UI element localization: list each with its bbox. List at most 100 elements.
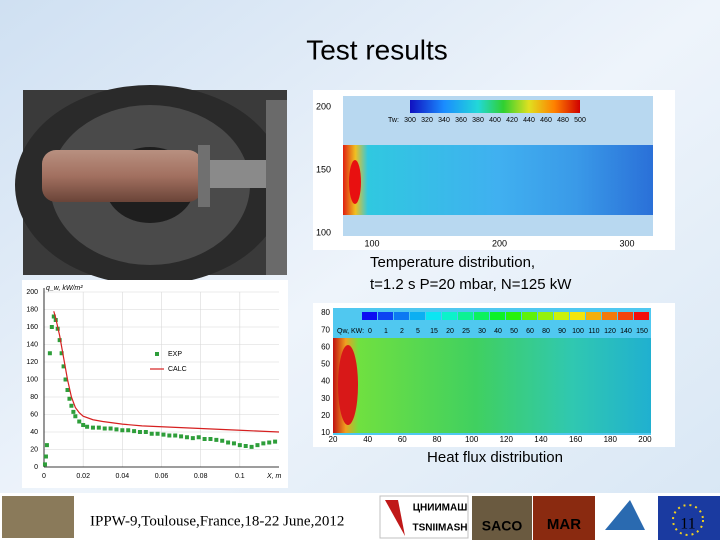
y-axis-label: q_w, kW/m² — [46, 285, 83, 292]
data-point — [71, 409, 76, 414]
scale-value: 400 — [489, 117, 501, 124]
data-point — [255, 443, 260, 448]
data-point — [96, 425, 101, 430]
data-point — [179, 434, 184, 439]
y-tick-label: 30 — [321, 394, 330, 403]
scale-value: 80 — [542, 328, 550, 335]
x-tick-label: 300 — [619, 238, 634, 248]
y-tick-label: 80 — [321, 308, 330, 317]
scale-swatch — [506, 312, 521, 320]
scale-value: 25 — [462, 328, 470, 335]
scale-swatch — [394, 312, 409, 320]
y-tick-label: 70 — [321, 325, 330, 334]
scale-value: 500 — [574, 117, 586, 124]
x-axis-label: X, m — [266, 473, 282, 480]
data-point — [243, 444, 248, 448]
chart-background — [22, 280, 288, 488]
data-point — [77, 419, 82, 424]
data-point — [108, 426, 113, 431]
scale-label: Qw, KW: — [337, 328, 364, 335]
temperature-caption-line: Temperature distribution, — [370, 254, 535, 271]
data-point — [47, 351, 52, 356]
scale-swatch — [554, 312, 569, 320]
logo-text: MAR — [547, 516, 581, 533]
data-point — [120, 428, 125, 433]
scale-label: Tw: — [388, 117, 399, 124]
scale-swatch — [410, 312, 425, 320]
y-tick-label: 80 — [30, 394, 38, 401]
data-point — [44, 443, 49, 448]
y-tick-label: 160 — [26, 324, 38, 331]
y-tick-label: 200 — [316, 101, 331, 111]
scale-value: 360 — [455, 117, 467, 124]
scale-value: 300 — [404, 117, 416, 124]
scale-swatch — [458, 312, 473, 320]
scale-swatch — [586, 312, 601, 320]
x-tick-label: 100 — [364, 238, 379, 248]
scale-value: 50 — [510, 328, 518, 335]
x-tick-label: 160 — [569, 435, 583, 444]
scale-value: 420 — [506, 117, 518, 124]
data-point — [273, 439, 278, 444]
data-point — [202, 437, 207, 441]
data-line — [53, 311, 280, 433]
temperature-map: Tw: 300 320 340 360 380 400 420 440 460 480 500 100 2… — [313, 90, 675, 250]
data-point — [42, 462, 47, 467]
scale-value: 5 — [416, 328, 420, 335]
data-point — [114, 427, 119, 432]
heat-flux-caption: Heat flux distribution — [427, 449, 563, 466]
left-logo — [2, 496, 74, 538]
y-tick-label: 50 — [321, 360, 330, 369]
heat-flux-map: 0 1 2 5 15 20 25 30 40 50 60 80 90 100 110 120 140 150Qw,… — [313, 303, 675, 447]
data-point — [167, 433, 172, 438]
data-point — [249, 444, 254, 449]
y-tick-label: 100 — [26, 376, 38, 383]
scale-value: 15 — [430, 328, 438, 335]
logo-mark — [385, 500, 405, 536]
data-point — [81, 423, 86, 427]
x-tick-label: 0.1 — [235, 473, 245, 480]
data-point — [137, 430, 142, 434]
data-point — [184, 435, 189, 440]
x-tick-label: 100 — [465, 435, 479, 444]
scale-value: 90 — [558, 328, 566, 335]
scale-value: 120 — [604, 328, 616, 335]
data-point — [57, 338, 62, 343]
y-tick-label: 200 — [26, 289, 38, 296]
data-point — [65, 388, 70, 392]
saco-logo — [472, 496, 532, 540]
scale-value: 440 — [523, 117, 535, 124]
data-point — [267, 440, 272, 445]
x-tick-label: 140 — [534, 435, 548, 444]
logo-mark — [605, 500, 645, 530]
data-point — [49, 325, 54, 329]
y-tick-label: 20 — [321, 411, 330, 420]
scale-value: 60 — [526, 328, 534, 335]
logo-text: SACO — [482, 518, 523, 534]
data-point — [63, 377, 68, 382]
x-tick-label: 20 — [329, 435, 338, 444]
x-tick-label: 200 — [638, 435, 652, 444]
scale-value: 2 — [400, 328, 404, 335]
eu-stars — [672, 504, 704, 536]
x-tick-label: 0.06 — [155, 473, 169, 480]
scale-swatch — [474, 312, 489, 320]
logo-text: ЦНИИМАШ — [413, 503, 468, 514]
x-tick-label: 0.08 — [194, 473, 208, 480]
data-point — [190, 436, 195, 441]
data-point — [231, 441, 236, 446]
data-point — [261, 441, 266, 446]
data-point — [43, 454, 48, 459]
temperature-caption-line: t=1.2 s P=20 mbar, N=125 kW — [370, 276, 572, 293]
y-tick-label: 60 — [321, 342, 330, 351]
legend-label: CALC — [168, 366, 187, 373]
page-number: 11 — [680, 516, 695, 533]
data-point — [59, 351, 64, 356]
scale-swatch — [378, 312, 393, 320]
slide-title: Test results — [306, 34, 448, 65]
x-tick-label: 40 — [363, 435, 372, 444]
scale-value: 30 — [478, 328, 486, 335]
y-tick-label: 0 — [34, 464, 38, 471]
y-tick-label: 10 — [321, 428, 330, 437]
